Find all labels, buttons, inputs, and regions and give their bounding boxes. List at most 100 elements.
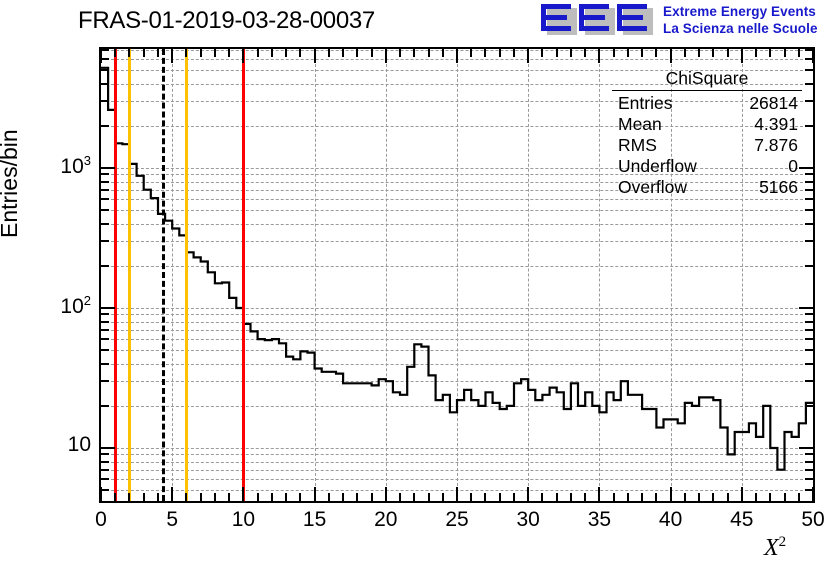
y-axis-minor-tick [101,338,109,341]
x-axis-major-tick [456,49,458,63]
stats-row-value: 7.876 [754,135,798,155]
x-axis-major-tick [384,49,387,63]
y-axis-minor-tick [805,124,813,127]
x-axis-minor-tick [512,49,515,57]
x-axis-major-tick [669,49,672,63]
x-axis-title: X2 [764,534,787,561]
grid-line-horizontal [101,189,813,191]
stats-box: ChiSquare Entries 26814 Mean 4.391 RMS 7.876 U… [612,68,802,198]
x-axis-minor-tick [626,493,629,501]
grid-line-horizontal [101,469,813,471]
y-axis-minor-tick [805,489,813,492]
grid-line-horizontal [101,479,813,481]
x-axis-minor-tick [199,493,202,501]
y-axis-minor-tick [805,460,813,463]
y-axis-tick-label-exponent: 2 [83,293,91,308]
x-axis-major-tick [313,487,316,501]
grid-line-horizontal [101,168,813,169]
x-axis-minor-tick [441,493,444,501]
y-axis-minor-tick [101,468,109,471]
grid-line-horizontal [101,70,813,72]
x-axis-major-tick [242,487,245,501]
x-axis-minor-tick [541,49,544,57]
y-axis-minor-tick [101,180,109,183]
stats-row-value: 26814 [749,93,798,113]
y-axis-minor-tick [101,69,109,72]
x-axis-minor-tick [484,49,487,57]
stats-row-label: Overflow [618,177,688,197]
grid-line-horizontal [101,329,813,331]
grid-line-horizontal [101,321,813,323]
grid-line-horizontal [101,265,813,267]
y-axis-minor-tick [805,188,813,191]
x-axis-minor-tick [285,493,288,501]
x-axis-minor-tick [427,493,430,501]
x-axis-minor-tick [228,49,231,57]
y-axis-minor-tick [101,124,109,127]
x-axis-minor-tick [199,49,202,57]
y-axis-minor-tick [805,48,813,51]
grid-line-vertical [528,49,530,501]
x-axis-minor-tick [228,493,231,501]
eee-logo-text: Extreme Energy Events La Scienza nelle S… [663,3,818,37]
y-axis-title: Entries/bin [0,129,22,238]
x-axis-tick-label: 35 [587,508,612,531]
x-axis-major-tick [669,487,672,501]
x-axis-minor-tick [114,493,117,501]
y-axis-tick-label-base: 10 [67,433,91,456]
x-axis-major-tick [527,487,530,501]
x-axis-tick-label: 30 [516,508,540,531]
x-axis-major-tick [527,49,530,63]
x-axis-tick-label: 0 [95,508,107,531]
y-axis-minor-tick [101,328,109,331]
grid-line-vertical [385,49,387,501]
y-axis-minor-tick [805,453,813,456]
x-axis-minor-tick [655,49,658,57]
grid-line-horizontal [101,101,813,103]
y-axis-minor-tick [805,264,813,267]
grid-line-horizontal [101,454,813,456]
x-axis-minor-tick [285,49,288,57]
y-axis-minor-tick [101,362,109,365]
x-axis-minor-tick [698,49,701,57]
x-axis-major-tick [812,49,814,63]
y-axis-minor-tick [101,453,109,456]
x-axis-minor-tick [142,493,145,501]
y-axis-minor-tick [805,100,813,103]
x-axis-minor-tick [128,49,131,57]
y-axis-minor-tick [805,69,813,72]
y-axis-tick-label: 102 [0,293,91,319]
x-axis-minor-tick [612,49,615,57]
x-axis-minor-tick [342,493,345,501]
y-axis-tick-label: 103 [0,153,91,179]
marker-cut-gold-high [184,49,188,501]
grid-line-vertical [314,49,316,501]
x-axis-minor-tick [626,49,629,57]
y-axis-minor-tick [805,82,813,85]
grid-line-horizontal [101,210,813,212]
marker-mean-dashed [162,49,166,501]
x-axis-minor-tick [712,493,715,501]
x-axis-minor-tick [783,493,786,501]
stats-row: Entries 26814 [612,93,802,114]
stats-row: Mean 4.391 [612,114,802,135]
x-axis-minor-tick [413,493,416,501]
x-axis-major-tick [740,487,743,501]
y-axis-minor-tick [101,82,109,85]
grid-line-horizontal [101,223,813,225]
stats-row-label: RMS [618,135,657,155]
x-axis-minor-tick [797,49,800,57]
stats-row-label: Mean [618,114,662,134]
y-axis-minor-tick [101,173,109,176]
y-axis-minor-tick [101,264,109,267]
x-axis-minor-tick [755,49,758,57]
x-axis-minor-tick [256,493,259,501]
y-axis-minor-tick [101,48,109,51]
x-axis-major-tick [598,49,601,63]
marker-cut-gold-low [127,49,131,501]
x-axis-major-tick [171,49,174,63]
x-axis-tick-label: 25 [445,508,469,531]
x-axis-minor-tick [441,49,444,57]
x-axis-minor-tick [783,49,786,57]
x-axis-minor-tick [213,49,216,57]
